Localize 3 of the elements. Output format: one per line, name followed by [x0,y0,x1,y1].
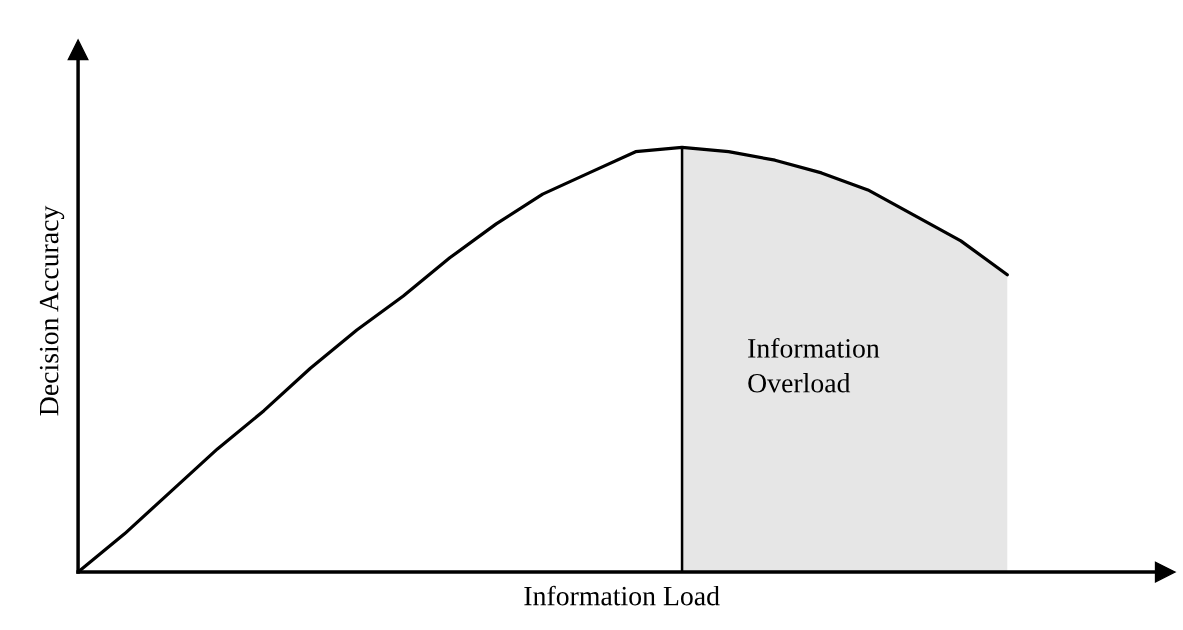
x-axis-title: Information Load [524,585,720,606]
annotation: Information Overload [748,337,880,393]
y-axis-title: Decision Accuracy [39,205,65,416]
